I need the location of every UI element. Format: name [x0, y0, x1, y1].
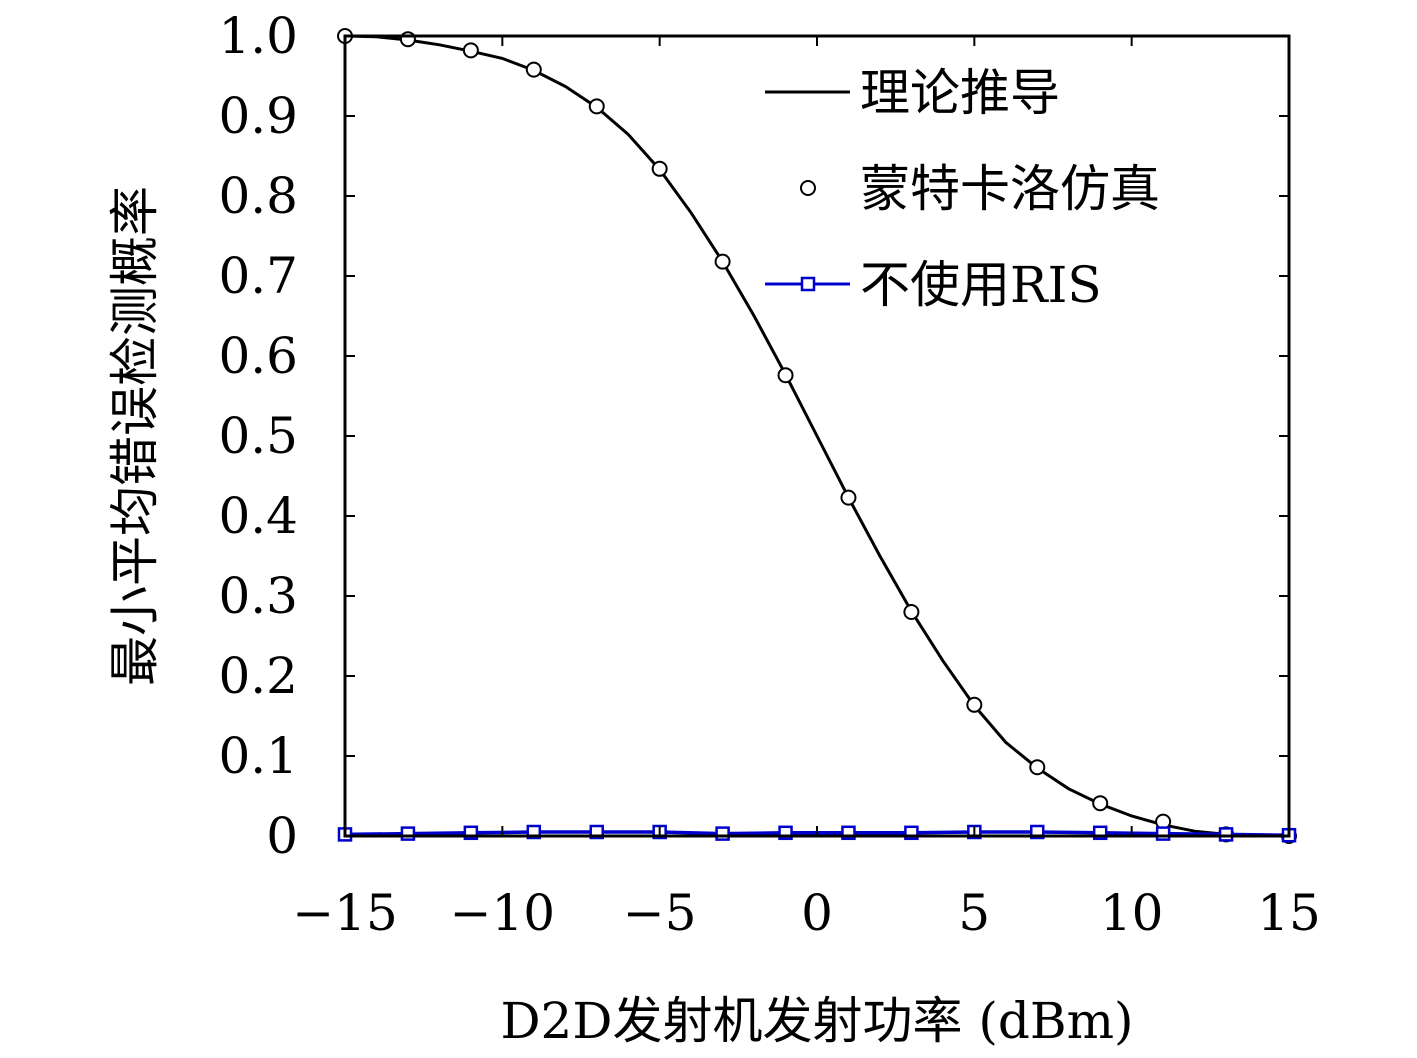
plot-marks: [337, 28, 1297, 844]
series-point-1: [840, 489, 857, 506]
y-tick-label: 0: [266, 807, 298, 865]
y-tick-label: 0.9: [218, 87, 298, 145]
series-point-1: [966, 696, 983, 713]
series-point-1: [1092, 795, 1109, 812]
series-point-1: [651, 160, 668, 177]
series-point-1: [1029, 759, 1046, 776]
series-point-2: [715, 826, 730, 841]
x-tick-label: −15: [292, 884, 398, 942]
y-tick-label: 0.7: [218, 247, 298, 305]
y-tick-label: 0.3: [218, 567, 298, 625]
legend-label: 理论推导: [860, 64, 1060, 122]
series-point-2: [1155, 826, 1171, 841]
x-tick-label: −10: [450, 884, 556, 942]
y-tick-label: 1.0: [218, 7, 298, 65]
series-line-0: [344, 34, 1290, 838]
y-axis-label: 最小平均错误检测概率: [106, 186, 164, 686]
series-point-1: [903, 604, 920, 620]
y-tick-label: 0.1: [218, 727, 298, 785]
series-point-1: [588, 98, 605, 115]
x-tick-label: 5: [958, 884, 990, 942]
y-tick-label: 0.8: [218, 167, 298, 225]
x-tick-label: 0: [801, 884, 833, 942]
x-tick-label: −5: [623, 884, 697, 942]
series-point-1: [399, 31, 416, 48]
y-tick-label: 0.4: [218, 487, 298, 545]
x-axis-label: D2D发射机发射功率 (dBm): [500, 992, 1133, 1050]
axis-ticks: −15 −10 −5 0 5 10 15 0 0.1 0.2 0.3 0.4 0.5 0.6 0.7 0.8 0…: [218, 7, 1320, 942]
series-point-1: [777, 367, 794, 384]
series-point-1: [462, 42, 479, 59]
y-tick-label: 0.6: [218, 327, 298, 385]
y-tick-label: 0.2: [218, 647, 298, 705]
x-tick-label: 10: [1100, 884, 1164, 942]
legend-label: 蒙特卡洛仿真: [860, 160, 1160, 218]
x-tick-label: 15: [1257, 884, 1321, 942]
series-point-2: [1218, 827, 1234, 842]
legend-swatch-marker: [800, 276, 816, 292]
series-point-1: [714, 253, 731, 270]
series-point-1: [525, 61, 542, 78]
legend-label: 不使用RIS: [860, 256, 1102, 314]
y-tick-label: 0.5: [218, 407, 298, 465]
series-point-2: [400, 826, 416, 841]
legend-swatch-marker: [800, 180, 816, 196]
